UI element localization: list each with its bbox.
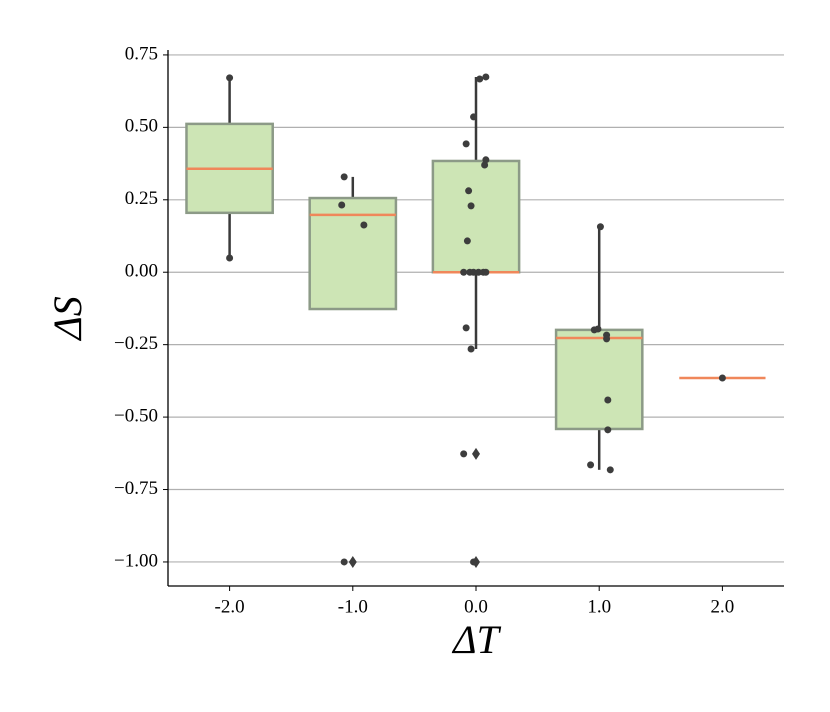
strip-point: [470, 113, 478, 121]
box: [554, 328, 644, 431]
y-tick-label: −0.75: [114, 478, 158, 499]
strip-point: [462, 324, 470, 332]
strip-point: [465, 187, 473, 195]
x-tick-label: -1.0: [338, 596, 368, 617]
strip-point: [604, 396, 612, 404]
strip-point: [476, 75, 484, 83]
y-tick-label: 0.50: [125, 116, 158, 137]
flier: [472, 447, 480, 460]
strip-point: [340, 173, 348, 181]
strip-point: [226, 74, 234, 82]
strip-point: [226, 254, 234, 262]
box: [308, 196, 398, 311]
strip-point: [482, 268, 490, 276]
strip-point: [482, 73, 490, 81]
x-tick-label: 2.0: [711, 596, 735, 617]
strip-point: [604, 426, 612, 434]
y-tick-label: −0.25: [114, 333, 158, 354]
strip-point: [587, 461, 595, 469]
strip-point: [360, 221, 368, 229]
strip-point: [594, 325, 602, 333]
strip-point: [481, 161, 489, 169]
y-tick-label: 0.75: [125, 43, 158, 64]
y-axis-label: ΔS: [45, 296, 90, 341]
y-tick-label: −1.00: [114, 550, 158, 571]
strip-point: [463, 237, 471, 245]
strip-point: [718, 374, 726, 382]
y-tick-label: 0.25: [125, 188, 158, 209]
strip-point: [470, 268, 478, 276]
strip-point: [340, 558, 348, 566]
strip-point: [462, 140, 470, 148]
strip-point: [603, 335, 611, 343]
x-tick-label: 0.0: [464, 596, 488, 617]
x-tick-label: 1.0: [587, 596, 611, 617]
x-tick-label: -2.0: [215, 596, 245, 617]
y-tick-label: −0.50: [114, 405, 158, 426]
strip-point: [470, 558, 478, 566]
strip-point: [338, 201, 346, 209]
box: [431, 159, 521, 274]
strip-point: [482, 156, 490, 164]
y-tick-label: 0.00: [125, 261, 158, 282]
strip-point: [467, 202, 475, 210]
strip-point: [460, 450, 468, 458]
x-axis-label: ΔT: [451, 617, 501, 662]
strip-point: [606, 466, 614, 474]
strip-point: [596, 223, 604, 231]
strip-point: [467, 345, 475, 353]
strip-point: [460, 268, 468, 276]
strip-point: [474, 268, 482, 276]
flier: [348, 555, 357, 568]
